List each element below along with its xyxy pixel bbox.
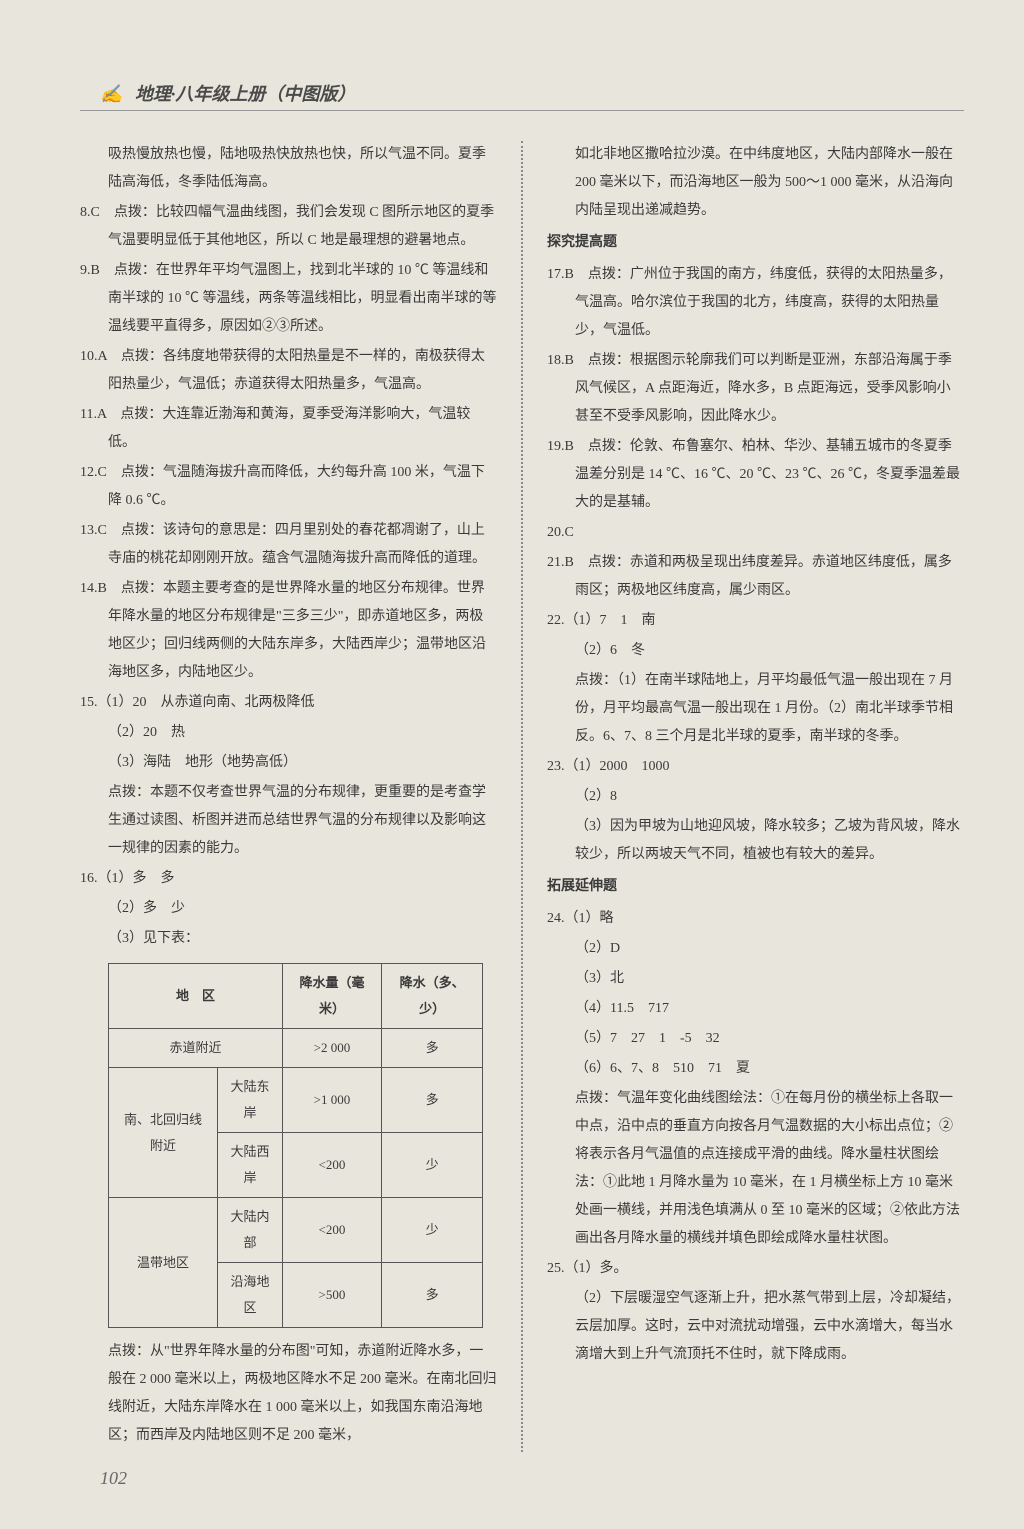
cell: >500 bbox=[283, 1263, 382, 1328]
question-15-3: （3）海陆 地形（地势高低） bbox=[80, 749, 497, 777]
cell: 少 bbox=[381, 1198, 482, 1263]
page-number: 102 bbox=[100, 1468, 127, 1489]
cell: 多 bbox=[381, 1029, 482, 1068]
question-16: 16.（1）多 多 bbox=[80, 865, 497, 893]
header-icon: ✍ bbox=[100, 84, 122, 105]
section-tanjiu: 探究提高题 bbox=[547, 229, 964, 257]
table-header-row: 地 区 降水量（毫米） 降水（多、少） bbox=[109, 964, 483, 1029]
question-23: 23.（1）2000 1000 bbox=[547, 753, 964, 781]
question-23-2: （2）8 bbox=[547, 783, 964, 811]
cell: <200 bbox=[283, 1198, 382, 1263]
col2-intro: 如北非地区撒哈拉沙漠。在中纬度地区，大陆内部降水一般在 200 毫米以下，而沿海… bbox=[547, 141, 964, 225]
left-column: 吸热慢放热也慢，陆地吸热快放热也快，所以气温不同。夏季陆高海低，冬季陆低海高。 … bbox=[80, 141, 497, 1452]
page-header: ✍ 地理·八年级上册（中图版） bbox=[80, 80, 964, 111]
question-25-2: （2）下层暖湿空气逐渐上升，把水蒸气带到上层，冷却凝结，云层加厚。这时，云中对流… bbox=[547, 1285, 964, 1369]
cell: 大陆东岸 bbox=[218, 1068, 283, 1133]
cell: >1 000 bbox=[283, 1068, 382, 1133]
question-16-2: （2）多 少 bbox=[80, 895, 497, 923]
question-24-6: （6）6、7、8 510 71 夏 bbox=[547, 1055, 964, 1083]
question-16-3: （3）见下表： bbox=[80, 925, 497, 953]
right-column: 如北非地区撒哈拉沙漠。在中纬度地区，大陆内部降水一般在 200 毫米以下，而沿海… bbox=[547, 141, 964, 1452]
header-amount: 降水量（毫米） bbox=[283, 964, 382, 1029]
table-row: 温带地区 大陆内部 <200 少 bbox=[109, 1198, 483, 1263]
question-24-4: （4）11.5 717 bbox=[547, 995, 964, 1023]
question-17: 17.B 点拨：广州位于我国的南方，纬度低，获得的太阳热量多，气温高。哈尔滨位于… bbox=[547, 261, 964, 345]
question-13: 13.C 点拨：该诗句的意思是：四月里别处的春花都凋谢了，山上寺庙的桃花却刚刚开… bbox=[80, 517, 497, 573]
question-25: 25.（1）多。 bbox=[547, 1255, 964, 1283]
question-23-3: （3）因为甲坡为山地迎风坡，降水较多；乙坡为背风坡，降水较少，所以两坡天气不同，… bbox=[547, 813, 964, 869]
cell: 赤道附近 bbox=[109, 1029, 283, 1068]
header-region: 地 区 bbox=[109, 964, 283, 1029]
question-9: 9.B 点拨：在世界年平均气温图上，找到北半球的 10 ℃ 等温线和南半球的 1… bbox=[80, 257, 497, 341]
question-18: 18.B 点拨：根据图示轮廓我们可以判断是亚洲，东部沿海属于季风气候区，A 点距… bbox=[547, 347, 964, 431]
question-15-note: 点拨：本题不仅考查世界气温的分布规律，更重要的是考查学生通过读图、析图并进而总结… bbox=[80, 779, 497, 863]
question-16-note: 点拨：从"世界年降水量的分布图"可知，赤道附近降水多，一般在 2 000 毫米以… bbox=[80, 1338, 497, 1450]
precipitation-table: 地 区 降水量（毫米） 降水（多、少） 赤道附近 >2 000 多 南、北回归线… bbox=[108, 963, 483, 1328]
cell: 多 bbox=[381, 1263, 482, 1328]
column-divider bbox=[521, 141, 523, 1452]
cell: <200 bbox=[283, 1133, 382, 1198]
intro-text: 吸热慢放热也慢，陆地吸热快放热也快，所以气温不同。夏季陆高海低，冬季陆低海高。 bbox=[80, 141, 497, 197]
question-24-5: （5）7 27 1 -5 32 bbox=[547, 1025, 964, 1053]
question-15: 15.（1）20 从赤道向南、北两极降低 bbox=[80, 689, 497, 717]
question-24-3: （3）北 bbox=[547, 965, 964, 993]
cell: 沿海地区 bbox=[218, 1263, 283, 1328]
section-tuozhan: 拓展延伸题 bbox=[547, 873, 964, 901]
cell: >2 000 bbox=[283, 1029, 382, 1068]
question-15-2: （2）20 热 bbox=[80, 719, 497, 747]
question-22: 22.（1）7 1 南 bbox=[547, 607, 964, 635]
question-10: 10.A 点拨：各纬度地带获得的太阳热量是不一样的，南极获得太阳热量少，气温低；… bbox=[80, 343, 497, 399]
question-24-note: 点拨：气温年变化曲线图绘法：①在每月份的横坐标上各取一中点，沿中点的垂直方向按各… bbox=[547, 1085, 964, 1253]
question-21: 21.B 点拨：赤道和两极呈现出纬度差异。赤道地区纬度低，属多雨区；两极地区纬度… bbox=[547, 549, 964, 605]
cell: 大陆西岸 bbox=[218, 1133, 283, 1198]
header-text: 地理·八年级上册（中图版） bbox=[135, 84, 356, 104]
cell: 少 bbox=[381, 1133, 482, 1198]
question-22-note: 点拨：（1）在南半球陆地上，月平均最低气温一般出现在 7 月份，月平均最高气温一… bbox=[547, 667, 964, 751]
table-row: 南、北回归线附近 大陆东岸 >1 000 多 bbox=[109, 1068, 483, 1133]
header-level: 降水（多、少） bbox=[381, 964, 482, 1029]
question-12: 12.C 点拨：气温随海拔升高而降低，大约每升高 100 米，气温下降 0.6 … bbox=[80, 459, 497, 515]
question-20: 20.C bbox=[547, 519, 964, 547]
question-22-2: （2）6 冬 bbox=[547, 637, 964, 665]
cell: 南、北回归线附近 bbox=[109, 1068, 218, 1198]
question-24-2: （2）D bbox=[547, 935, 964, 963]
question-19: 19.B 点拨：伦敦、布鲁塞尔、柏林、华沙、基辅五城市的冬夏季温差分别是 14 … bbox=[547, 433, 964, 517]
question-8: 8.C 点拨：比较四幅气温曲线图，我们会发现 C 图所示地区的夏季气温要明显低于… bbox=[80, 199, 497, 255]
question-24: 24.（1）略 bbox=[547, 905, 964, 933]
question-11: 11.A 点拨：大连靠近渤海和黄海，夏季受海洋影响大，气温较低。 bbox=[80, 401, 497, 457]
content-columns: 吸热慢放热也慢，陆地吸热快放热也快，所以气温不同。夏季陆高海低，冬季陆低海高。 … bbox=[80, 141, 964, 1452]
cell: 多 bbox=[381, 1068, 482, 1133]
cell: 大陆内部 bbox=[218, 1198, 283, 1263]
cell: 温带地区 bbox=[109, 1198, 218, 1328]
table-row: 赤道附近 >2 000 多 bbox=[109, 1029, 483, 1068]
question-14: 14.B 点拨：本题主要考查的是世界降水量的地区分布规律。世界年降水量的地区分布… bbox=[80, 575, 497, 687]
